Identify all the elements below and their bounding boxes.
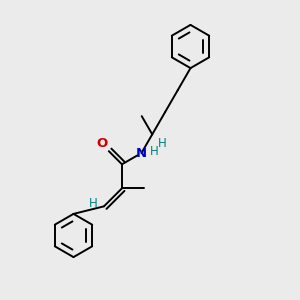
Text: H: H [88, 197, 97, 210]
Text: H: H [158, 137, 167, 150]
Text: O: O [96, 137, 107, 150]
Text: N: N [136, 147, 147, 160]
Text: H: H [150, 145, 159, 158]
